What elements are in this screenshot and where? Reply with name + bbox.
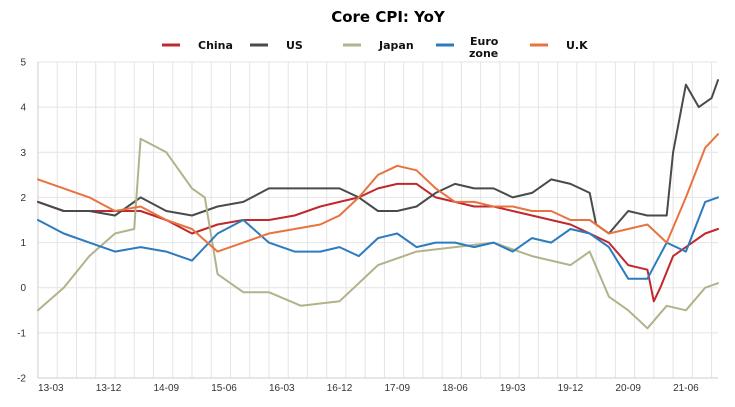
x-tick-label: 16-03 [269, 383, 295, 394]
x-tick-label: 21-06 [673, 383, 699, 394]
series-line-uk [37, 133, 719, 253]
x-tick-label: 16-12 [327, 383, 353, 394]
series-line-us [37, 79, 719, 235]
x-tick-label: 13-03 [38, 383, 64, 394]
series-group [37, 79, 719, 330]
y-tick-label: 4 [20, 103, 26, 114]
grid [37, 61, 718, 379]
legend-label: U.K [566, 39, 588, 52]
x-axis: 13-03 13-12 14-09 15-06 16-03 16-12 17-09 18-06… [38, 377, 718, 394]
chart-title: Core CPI: YoY [331, 8, 446, 26]
x-tick-label: 15-06 [211, 383, 237, 394]
legend-item: US [250, 39, 303, 52]
legend: China US Japan Euro zone U.K [162, 35, 588, 60]
series-line-euro-zone [37, 196, 719, 280]
x-tick-label: 19-12 [558, 383, 584, 394]
y-tick-label: 2 [20, 193, 26, 204]
x-tick-label: 20-09 [615, 383, 641, 394]
x-tick-label: 17-09 [384, 383, 410, 394]
y-tick-label: 1 [20, 238, 26, 249]
x-tick-label: 14-09 [154, 383, 180, 394]
legend-label: Euro zone [469, 35, 499, 60]
series-line-japan [37, 137, 719, 330]
y-tick-label: 3 [20, 148, 26, 159]
legend-item: China [162, 39, 233, 52]
series-line-china [37, 182, 719, 303]
y-tick-label: -2 [17, 374, 26, 385]
y-axis: 5 4 3 2 1 0 -1 -2 [17, 58, 39, 385]
y-tick-label: 5 [20, 58, 26, 69]
legend-label: Japan [378, 39, 414, 52]
legend-item: Euro zone [436, 35, 499, 60]
legend-item: Japan [343, 39, 414, 52]
y-tick-label: 0 [20, 283, 26, 294]
x-tick-label: 18-06 [442, 383, 468, 394]
y-tick-label: -1 [17, 328, 26, 339]
legend-label: China [198, 39, 233, 52]
legend-label: US [286, 39, 303, 52]
x-tick-label: 13-12 [96, 383, 122, 394]
legend-item: U.K [530, 39, 588, 52]
x-tick-label: 19-03 [500, 383, 526, 394]
